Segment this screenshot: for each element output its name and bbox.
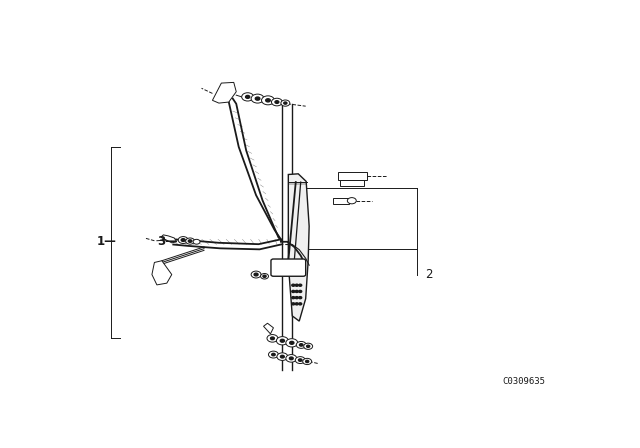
Polygon shape: [152, 261, 172, 285]
Circle shape: [292, 290, 295, 293]
Circle shape: [284, 102, 287, 104]
Circle shape: [260, 273, 269, 279]
Circle shape: [300, 344, 303, 346]
Circle shape: [299, 284, 301, 286]
Circle shape: [266, 99, 270, 102]
Circle shape: [298, 359, 302, 361]
Circle shape: [295, 290, 298, 293]
Circle shape: [304, 343, 312, 349]
Circle shape: [262, 96, 275, 105]
Circle shape: [280, 339, 284, 342]
Circle shape: [299, 303, 301, 305]
Polygon shape: [212, 82, 236, 103]
FancyBboxPatch shape: [271, 259, 306, 276]
Circle shape: [286, 339, 298, 347]
Circle shape: [303, 358, 312, 365]
Circle shape: [348, 198, 356, 204]
Circle shape: [307, 345, 310, 347]
Circle shape: [295, 303, 298, 305]
Circle shape: [271, 98, 282, 106]
Circle shape: [255, 97, 260, 100]
Circle shape: [292, 303, 295, 305]
Circle shape: [295, 284, 298, 286]
Circle shape: [251, 94, 264, 103]
Circle shape: [296, 341, 306, 349]
Circle shape: [299, 297, 301, 299]
Text: 3—: 3—: [157, 235, 177, 248]
Text: 1—: 1—: [97, 235, 116, 248]
Circle shape: [286, 354, 297, 362]
Circle shape: [290, 341, 294, 344]
Circle shape: [267, 335, 278, 342]
Circle shape: [251, 271, 261, 278]
Circle shape: [277, 353, 288, 361]
Bar: [333, 198, 349, 204]
Circle shape: [193, 239, 200, 244]
Circle shape: [292, 297, 295, 299]
Circle shape: [295, 357, 305, 363]
Circle shape: [246, 95, 250, 98]
Bar: [340, 181, 364, 185]
Circle shape: [280, 355, 284, 358]
Circle shape: [299, 290, 301, 293]
Circle shape: [281, 100, 290, 106]
Circle shape: [242, 93, 253, 101]
Polygon shape: [264, 323, 273, 334]
Circle shape: [295, 297, 298, 299]
Circle shape: [306, 360, 308, 362]
Text: 2: 2: [425, 268, 432, 281]
Circle shape: [188, 240, 192, 242]
Text: C0309635: C0309635: [502, 377, 545, 386]
Polygon shape: [161, 235, 177, 243]
Circle shape: [186, 238, 195, 244]
Circle shape: [276, 336, 288, 345]
Circle shape: [275, 101, 279, 103]
Bar: [338, 172, 367, 180]
Circle shape: [272, 353, 275, 356]
Circle shape: [254, 273, 258, 276]
Circle shape: [289, 357, 293, 360]
Circle shape: [178, 237, 188, 244]
Circle shape: [263, 275, 266, 277]
Polygon shape: [288, 174, 309, 321]
Circle shape: [292, 284, 295, 286]
Circle shape: [181, 239, 185, 241]
Circle shape: [269, 351, 278, 358]
Circle shape: [271, 337, 275, 340]
